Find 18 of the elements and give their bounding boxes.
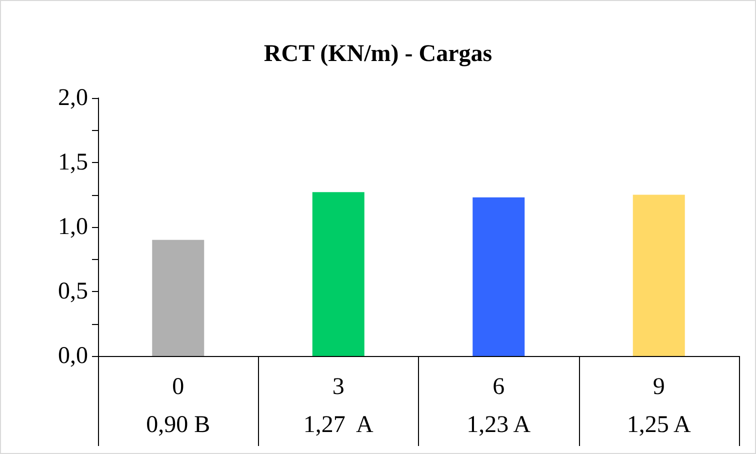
- chart-title: RCT (KN/m) - Cargas: [264, 41, 492, 67]
- bar: [472, 197, 525, 356]
- data-label: 1,25 A: [626, 412, 692, 438]
- y-tick-label: 1,5: [58, 150, 88, 176]
- data-label: 1,23 A: [466, 412, 532, 438]
- data-label: 0,90 B: [146, 412, 210, 438]
- bar: [632, 194, 685, 356]
- y-tick-label: 0,5: [58, 278, 88, 304]
- bar: [152, 240, 204, 356]
- y-tick-label: 0,0: [58, 343, 88, 369]
- x-tick-label: 6: [492, 374, 505, 400]
- x-tick-label: 3: [332, 374, 344, 400]
- data-label: 1,27 A: [303, 412, 374, 438]
- y-tick-label: 2,0: [58, 85, 88, 111]
- bar: [312, 192, 364, 356]
- x-tick-label: 9: [652, 374, 665, 400]
- y-tick-label: 1,0: [58, 214, 88, 240]
- x-tick-label: 0: [172, 374, 184, 400]
